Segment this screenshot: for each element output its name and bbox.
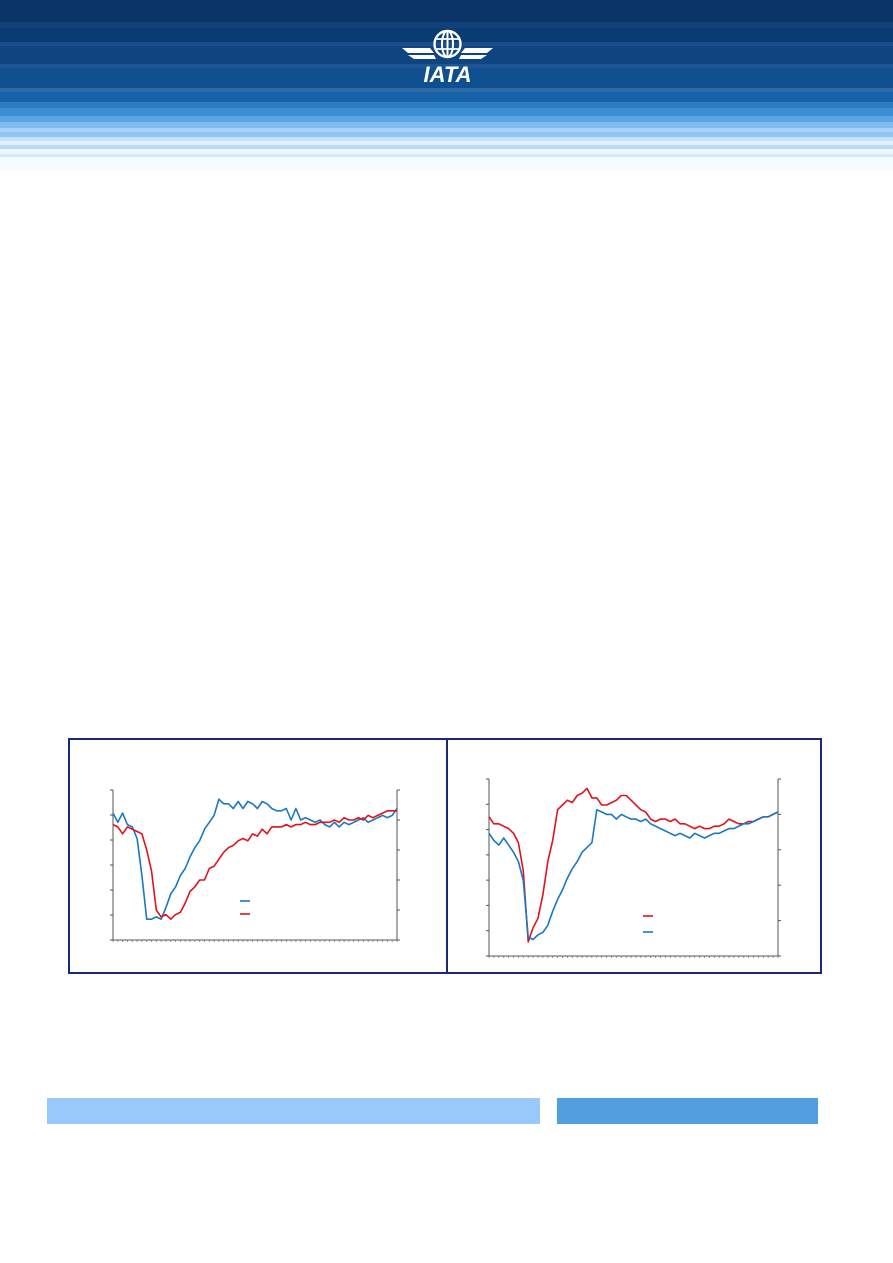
header-stripe xyxy=(0,141,893,145)
header-stripe xyxy=(0,128,893,132)
header-stripe xyxy=(0,108,893,116)
header-stripe xyxy=(0,122,893,128)
chart-panel-left xyxy=(68,738,448,974)
series-line-2 xyxy=(112,810,397,920)
header-stripe xyxy=(0,68,893,88)
header-stripe xyxy=(0,137,893,141)
header-stripe xyxy=(0,0,893,22)
left-wing-icon xyxy=(408,55,436,59)
right-wing-icon xyxy=(461,48,493,53)
header-stripe xyxy=(0,22,893,28)
page-header-banner: IATA xyxy=(0,0,893,170)
left-wing-icon xyxy=(402,48,434,53)
header-stripe xyxy=(0,132,893,137)
header-stripe xyxy=(0,116,893,122)
logo-text: IATA xyxy=(423,62,471,86)
header-stripe xyxy=(0,149,893,154)
footer-bar-left xyxy=(47,1098,540,1124)
header-stripe xyxy=(0,154,893,157)
header-stripe xyxy=(0,64,893,68)
right-wing-icon xyxy=(459,55,487,59)
header-stripe xyxy=(0,102,893,108)
line-chart-right xyxy=(486,778,781,958)
line-chart-left xyxy=(110,789,400,942)
header-stripe xyxy=(0,157,893,170)
footer-bar-right xyxy=(557,1098,818,1124)
series-line-2 xyxy=(488,808,779,941)
header-stripe xyxy=(0,145,893,149)
header-stripe xyxy=(0,88,893,92)
header-stripe xyxy=(0,92,893,102)
series-line-1 xyxy=(112,798,398,920)
series-line-1 xyxy=(488,787,779,943)
globe-wings-icon: IATA xyxy=(402,29,493,86)
chart-panel-right xyxy=(446,738,822,974)
